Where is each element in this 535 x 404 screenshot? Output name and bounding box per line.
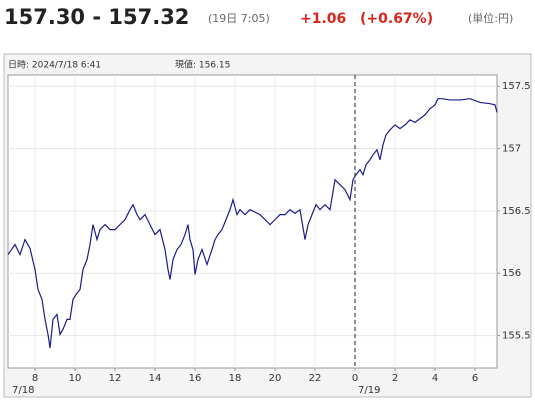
price-line (7, 98, 498, 349)
x-tick-label: 8 (32, 373, 38, 384)
x-tick-label: 20 (269, 373, 282, 384)
x-tick-label: 16 (189, 373, 202, 384)
unit: (単位:円) (468, 11, 513, 25)
date-label: 7/19 (358, 385, 380, 396)
date-label: 7/18 (12, 385, 34, 396)
y-tick-label: 155.5 (502, 331, 531, 342)
y-tick-label: 157 (502, 144, 521, 155)
y-tick-label: 157.5 (502, 81, 531, 92)
time-label: (19日 7:05) (208, 12, 270, 25)
change-pct: (+0.67%) (360, 11, 433, 27)
x-tick-label: 12 (109, 373, 122, 384)
x-tick-label: 10 (69, 373, 82, 384)
change: +1.06 (300, 11, 346, 27)
x-tick-label: 4 (432, 373, 438, 384)
y-tick-label: 156.5 (502, 206, 531, 217)
x-tick-label: 0 (352, 373, 358, 384)
x-tick-label: 14 (149, 373, 162, 384)
x-tick-label: 2 (392, 373, 398, 384)
x-tick-label: 18 (229, 373, 242, 384)
info-current: 現値: 156.15 (175, 59, 230, 71)
x-tick-label: 6 (472, 373, 478, 384)
x-tick-label: 22 (309, 373, 322, 384)
price-title: 157.30 - 157.32 (4, 5, 189, 29)
info-datetime: 日時: 2024/7/18 6:41 (8, 60, 101, 71)
plot-area (7, 74, 498, 369)
y-tick-label: 156 (502, 268, 521, 279)
